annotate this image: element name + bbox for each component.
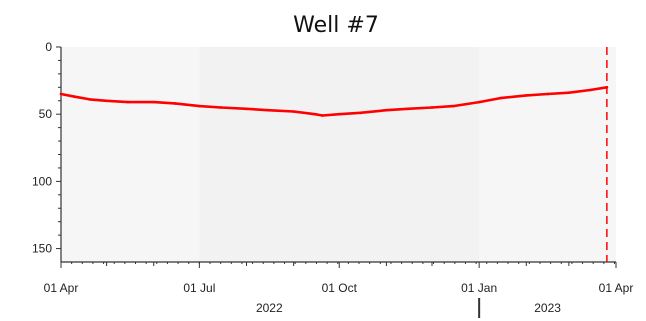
- data-point: [385, 108, 388, 112]
- data-point: [152, 100, 156, 104]
- x-tick-label: 01 Apr: [44, 281, 79, 295]
- y-tick-label: 0: [45, 40, 52, 54]
- y-tick-label: 100: [32, 174, 52, 188]
- x-tick-label: 01 Apr: [599, 281, 634, 295]
- data-point: [313, 112, 317, 116]
- data-point: [588, 88, 592, 92]
- data-point: [73, 95, 76, 99]
- data-point: [173, 102, 177, 105]
- x-tick-label: 01 Jan: [461, 281, 497, 295]
- year-label: 2023: [534, 301, 561, 315]
- data-point: [198, 104, 201, 108]
- data-point: [59, 92, 63, 96]
- data-point: [567, 91, 571, 94]
- data-point: [337, 112, 341, 116]
- year-label: 2022: [256, 301, 283, 315]
- data-point: [266, 108, 270, 112]
- x-tick-label: 01 Jul: [183, 281, 215, 295]
- data-point: [452, 104, 455, 108]
- y-tick-label: 50: [39, 107, 53, 121]
- chart-title: Well #7: [293, 13, 379, 38]
- plot-area: 0 50 100 150 01 Apr 01 Jul 01 Oct 01 Jan 01 Apr 2…: [32, 40, 633, 318]
- data-point: [477, 100, 481, 104]
- data-point: [88, 98, 92, 101]
- data-point: [321, 114, 324, 117]
- y-tick-label: 150: [32, 242, 52, 256]
- x-tick-label: 01 Oct: [322, 281, 358, 295]
- data-point: [499, 96, 502, 100]
- data-point: [105, 99, 108, 103]
- data-point: [292, 110, 295, 113]
- data-point: [219, 106, 222, 109]
- data-point: [406, 107, 409, 111]
- data-point: [359, 111, 362, 115]
- data-point: [430, 106, 434, 109]
- data-point: [524, 94, 528, 97]
- data-point: [126, 100, 130, 104]
- data-point: [605, 86, 609, 89]
- data-point: [546, 92, 549, 96]
- shaded-band: [199, 47, 480, 262]
- data-point: [245, 107, 248, 111]
